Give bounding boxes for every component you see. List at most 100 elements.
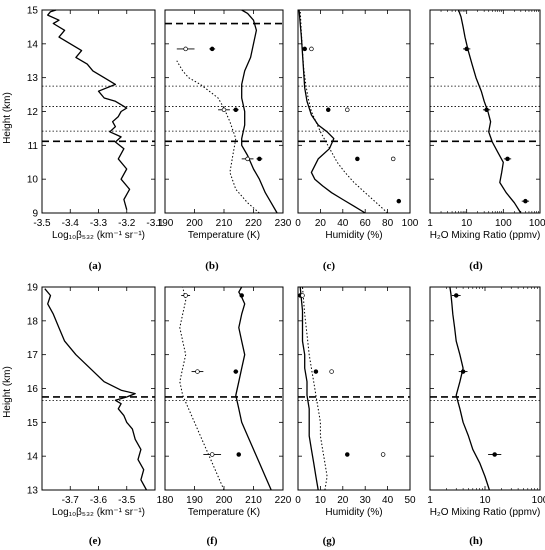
y-tick-label: 15 xyxy=(27,418,39,429)
x-axis-label: Log₁₀β₅₃₂ (km⁻¹ sr⁻¹) xyxy=(52,507,145,518)
data-point-open xyxy=(380,452,386,457)
x-axis-label: H₂O Mixing Ratio (ppmv) xyxy=(430,507,541,518)
x-tick-label: -3.5 xyxy=(33,218,51,229)
x-tick-label: 190 xyxy=(157,218,174,229)
x-tick-label: 180 xyxy=(157,495,174,506)
x-tick-label: 60 xyxy=(360,218,372,229)
panel-tag-e: (e) xyxy=(89,535,102,547)
x-axis-label: Temperature (K) xyxy=(188,507,260,518)
data-point-filled xyxy=(492,452,497,457)
series-line-dotted xyxy=(299,9,388,214)
x-tick-label: 220 xyxy=(245,218,262,229)
chart-panel-b: 190 200 210 220 230 Temperature (K) xyxy=(157,9,292,241)
x-tick-label: 0 xyxy=(295,218,301,229)
plot-frame xyxy=(429,9,541,214)
data-point-open xyxy=(345,107,350,113)
y-tick-label: 12 xyxy=(27,107,39,118)
y-tick-label: 15 xyxy=(27,6,39,17)
data-point-open xyxy=(300,293,305,298)
data-point-open xyxy=(195,369,200,374)
panel-tag-g: (g) xyxy=(323,535,336,547)
x-tick-label: -3.7 xyxy=(62,495,80,506)
x-tick-label: 1 xyxy=(427,218,433,229)
data-point-open xyxy=(183,293,188,298)
chart-panel-g: 0 10 20 30 40 50 Humidity (%) xyxy=(295,286,416,518)
y-tick-label: 13 xyxy=(27,486,39,497)
y-axis-label-top: Height (km) xyxy=(2,92,13,144)
x-tick-label: -3.3 xyxy=(90,218,108,229)
x-tick-label: 100 xyxy=(495,218,512,229)
plot-frame xyxy=(429,286,541,491)
panel-tag-a: (a) xyxy=(89,260,102,272)
data-point-filled xyxy=(523,198,528,204)
y-tick-label: 18 xyxy=(27,316,39,327)
x-tick-label: 1000 xyxy=(529,218,545,229)
y-tick-label: 14 xyxy=(27,39,39,50)
data-point-open xyxy=(309,46,314,52)
x-tick-label: 0 xyxy=(295,495,301,506)
x-tick-label: 10 xyxy=(461,218,473,229)
chart-panel-d: 1 10 100 1000H₂O Mixing Ratio (ppmv) xyxy=(427,9,545,241)
series-line-solid xyxy=(44,288,148,491)
data-point-filled xyxy=(355,156,360,162)
y-tick-label: 11 xyxy=(28,141,39,152)
data-point-filled xyxy=(257,156,262,162)
data-point-filled xyxy=(460,369,466,374)
chart-panel-c: 0 20 40 60 80 100 Humidity (%) xyxy=(295,9,419,241)
x-tick-label: -3.2 xyxy=(118,218,136,229)
data-point-open xyxy=(221,107,227,113)
x-tick-label: 30 xyxy=(360,495,372,506)
data-point-open xyxy=(245,156,250,162)
data-point-open xyxy=(390,156,396,162)
x-tick-label: 20 xyxy=(337,495,349,506)
x-tick-label: 200 xyxy=(216,495,233,506)
series-line-solid xyxy=(298,9,366,214)
y-tick-label: 19 xyxy=(27,283,39,294)
x-tick-label: 210 xyxy=(216,218,233,229)
x-tick-label: 230 xyxy=(275,218,292,229)
series-line-solid xyxy=(457,9,522,214)
y-tick-label: 9 xyxy=(32,209,38,220)
series-line-solid xyxy=(47,9,131,210)
series-line-solid xyxy=(449,286,491,491)
x-tick-label: 1 xyxy=(427,495,433,506)
data-point-filled xyxy=(345,452,350,457)
y-axis-label-bottom: Height (km) xyxy=(2,366,13,418)
x-tick-label: 200 xyxy=(186,218,203,229)
x-tick-label: 10 xyxy=(315,495,327,506)
data-point-filled xyxy=(239,293,244,298)
series-line-solid xyxy=(235,286,272,491)
data-point-open xyxy=(183,46,188,52)
x-axis-label: Log₁₀β₅₃₂ (km⁻¹ sr⁻¹) xyxy=(52,230,145,241)
x-tick-label: 100 xyxy=(532,495,545,506)
data-point-filled xyxy=(453,293,459,298)
data-point-open xyxy=(209,452,215,457)
y-tick-label: 14 xyxy=(27,452,39,463)
data-point-filled xyxy=(505,156,510,162)
x-tick-label: 50 xyxy=(404,495,416,506)
panel-tag-b: (b) xyxy=(205,260,219,272)
data-point-filled xyxy=(325,107,331,113)
y-tick-label: 10 xyxy=(27,175,39,186)
x-tick-label: -3.6 xyxy=(90,495,108,506)
data-point-filled xyxy=(484,107,489,113)
plot-frame xyxy=(41,9,156,214)
x-axis-label: Temperature (K) xyxy=(188,230,260,241)
data-point-filled xyxy=(396,198,402,204)
panel-tag-c: (c) xyxy=(323,260,336,272)
x-tick-label: 20 xyxy=(315,218,327,229)
x-tick-label: 10 xyxy=(479,495,491,506)
data-point-filled xyxy=(302,46,307,52)
chart-panel-a: -3.5 -3.4 -3.3 -3.2 -3.1 9 10 11 12 13 14 15 Log₁₀β₅… xyxy=(27,6,164,242)
plot-frame xyxy=(164,286,284,491)
chart-panel-e: -3.7 -3.6 -3.5 13 14 15 16 17 18 19 Log₁₀β₅₃₂ (km⁻… xyxy=(27,283,156,518)
x-tick-label: 100 xyxy=(402,218,419,229)
x-tick-label: -3.4 xyxy=(62,218,80,229)
x-tick-label: 80 xyxy=(382,218,394,229)
data-point-filled xyxy=(464,46,469,52)
x-axis-label: Humidity (%) xyxy=(325,230,382,241)
x-tick-label: 220 xyxy=(275,495,292,506)
data-point-filled xyxy=(236,452,242,457)
